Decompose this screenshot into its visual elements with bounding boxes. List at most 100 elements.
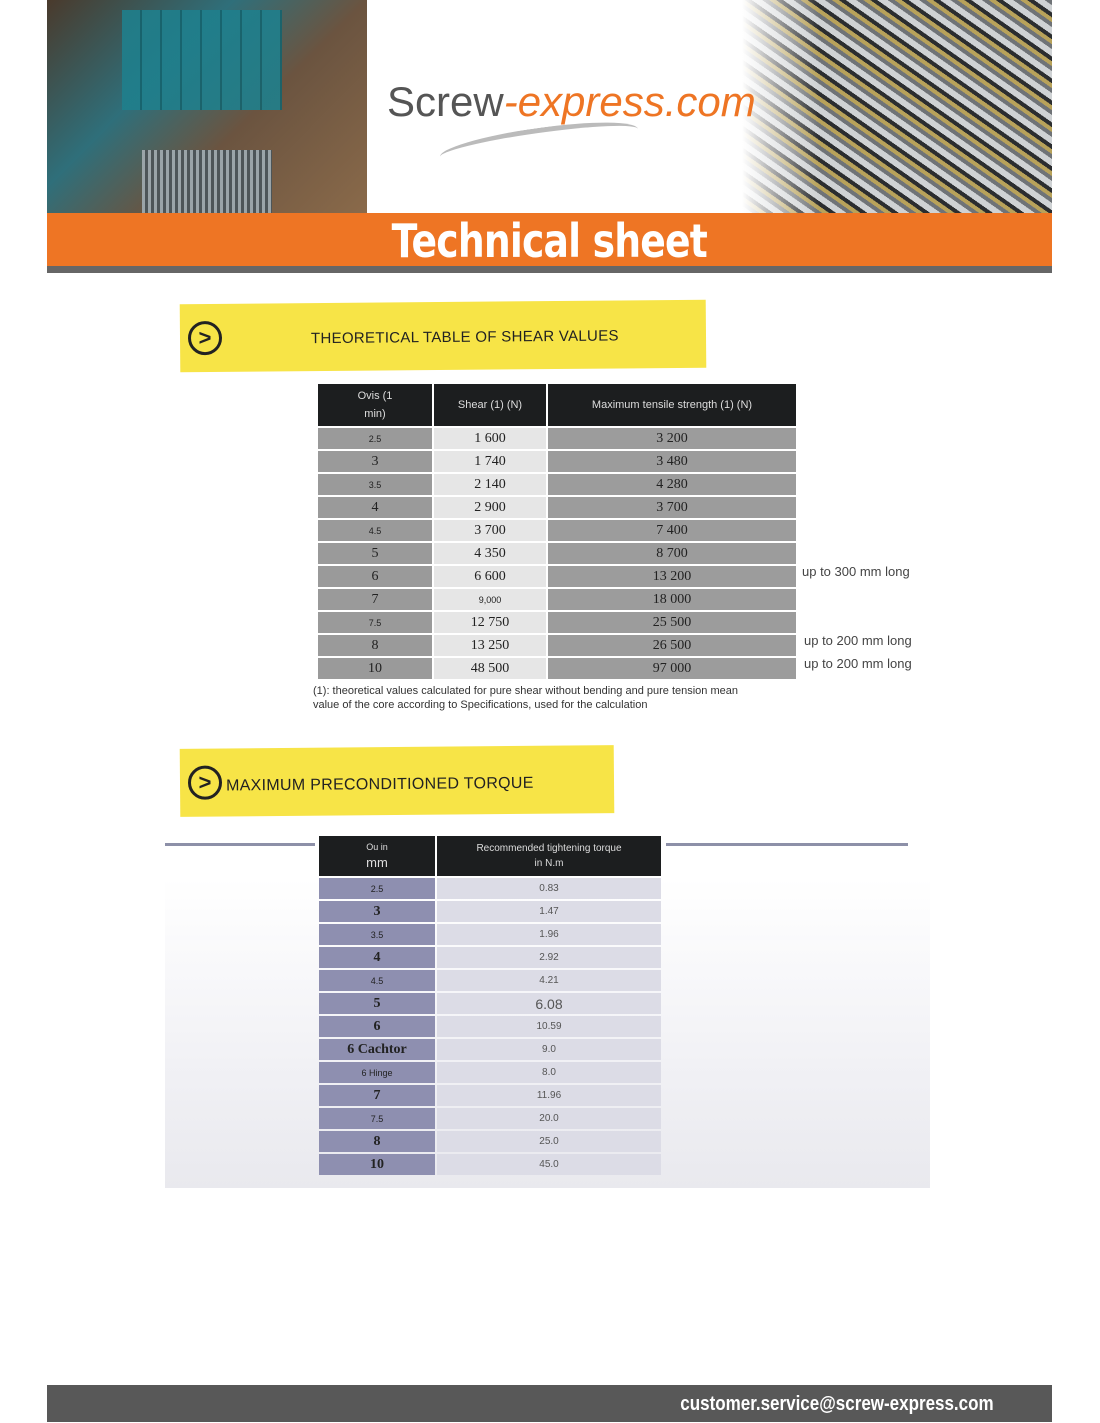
table-cell: 2.92 <box>437 947 661 968</box>
table-row: 4 2.92 <box>319 947 661 968</box>
table-cell: 6.08 <box>437 993 661 1014</box>
section-title: MAXIMUM PRECONDITIONED TORQUE <box>225 774 534 795</box>
table-cell: 3 480 <box>548 451 796 472</box>
table-row: 7.5 20.0 <box>319 1108 661 1129</box>
shear-table: Ovis (1 min) Shear (1) (N) Maximum tensi… <box>316 382 798 681</box>
table-cell: 8 <box>319 1131 435 1152</box>
table-cell: 4 <box>318 497 432 518</box>
table-cell: 4.5 <box>319 970 435 991</box>
table-cell: 6 <box>319 1016 435 1037</box>
table-row: 10 48 500 97 000 <box>318 658 796 679</box>
row-note: up to 200 mm long <box>804 655 912 671</box>
table-row: 3.5 1.96 <box>319 924 661 945</box>
table-cell: 10 <box>318 658 432 679</box>
table-row: 3 1.47 <box>319 901 661 922</box>
table-cell: 11.96 <box>437 1085 661 1106</box>
table-cell: 3 200 <box>548 428 796 449</box>
chevron-right-circle-icon: > <box>187 765 223 800</box>
table-cell: 5 <box>318 543 432 564</box>
table-cell: 10 <box>319 1154 435 1175</box>
table-cell: 48 500 <box>434 658 546 679</box>
table-cell: 7 400 <box>548 520 796 541</box>
table-cell: 25.0 <box>437 1131 661 1152</box>
table-cell: 6 600 <box>434 566 546 587</box>
column-header: Ou in mm <box>319 836 435 876</box>
divider <box>165 843 315 846</box>
table-cell: 3 <box>318 451 432 472</box>
table-cell: 7.5 <box>319 1108 435 1129</box>
table-cell: 2 900 <box>434 497 546 518</box>
table-row: 2.5 1 600 3 200 <box>318 428 796 449</box>
table-cell: 8 <box>318 635 432 656</box>
table-row: 5 6.08 <box>319 993 661 1014</box>
table-cell: 6 <box>318 566 432 587</box>
table-cell: 6 Cachtor <box>319 1039 435 1060</box>
tools-photo <box>47 0 367 213</box>
table-cell: 0.83 <box>437 878 661 899</box>
table-row: 8 13 250 26 500 <box>318 635 796 656</box>
email-link[interactable]: customer.service@screw-express.com <box>680 1393 994 1415</box>
logo[interactable]: Screw-express.com <box>387 78 756 125</box>
table-cell: 2.5 <box>318 428 432 449</box>
table-cell: 18 000 <box>548 589 796 610</box>
table-cell: 20.0 <box>437 1108 661 1129</box>
table-cell: 3 <box>319 901 435 922</box>
table-row: 6 Hinge 8.0 <box>319 1062 661 1083</box>
table-cell: 3.5 <box>318 474 432 495</box>
section-banner-torque: > MAXIMUM PRECONDITIONED TORQUE <box>179 745 615 817</box>
table-row: 3.5 2 140 4 280 <box>318 474 796 495</box>
table-cell: 3.5 <box>319 924 435 945</box>
table-row: 2.5 0.83 <box>319 878 661 899</box>
column-header: Recommended tightening torque in N.m <box>437 836 661 876</box>
column-header: Shear (1) (N) <box>434 384 546 426</box>
table-row: 4.5 3 700 7 400 <box>318 520 796 541</box>
table-cell: 7.5 <box>318 612 432 633</box>
table-cell: 1.47 <box>437 901 661 922</box>
table-row: 10 45.0 <box>319 1154 661 1175</box>
table-cell: 13 200 <box>548 566 796 587</box>
table-cell: 4.5 <box>318 520 432 541</box>
header-banner: Screw-express.com <box>47 0 1052 213</box>
divider <box>666 843 908 846</box>
column-header: Maximum tensile strength (1) (N) <box>548 384 796 426</box>
table-cell: 26 500 <box>548 635 796 656</box>
table-cell: 1 740 <box>434 451 546 472</box>
table-cell: 4 350 <box>434 543 546 564</box>
screws-photo <box>742 0 1052 213</box>
table-cell: 2.5 <box>319 878 435 899</box>
table-cell: 13 250 <box>434 635 546 656</box>
table-cell: 8.0 <box>437 1062 661 1083</box>
page-title: Technical sheet <box>47 213 1052 268</box>
table-cell: 12 750 <box>434 612 546 633</box>
table-cell: 8 700 <box>548 543 796 564</box>
table-cell: 9,000 <box>434 589 546 610</box>
table-cell: 10.59 <box>437 1016 661 1037</box>
table-cell: 1 600 <box>434 428 546 449</box>
table-cell: 7 <box>319 1085 435 1106</box>
table-cell: 1.96 <box>437 924 661 945</box>
table-cell: 2 140 <box>434 474 546 495</box>
section-title: THEORETICAL TABLE OF SHEAR VALUES <box>310 327 619 348</box>
table-cell: 9.0 <box>437 1039 661 1060</box>
torque-table: Ou in mm Recommended tightening torque in … <box>317 834 663 1177</box>
table-cell: 97 000 <box>548 658 796 679</box>
divider <box>47 266 1052 273</box>
table-cell: 45.0 <box>437 1154 661 1175</box>
table-row: 7.5 12 750 25 500 <box>318 612 796 633</box>
table-cell: 5 <box>319 993 435 1014</box>
table-cell: 4 <box>319 947 435 968</box>
table-cell: 3 700 <box>434 520 546 541</box>
table-row: 6 10.59 <box>319 1016 661 1037</box>
row-note: up to 200 mm long <box>804 632 912 648</box>
chevron-right-circle-icon: > <box>187 320 223 356</box>
table-row: 8 25.0 <box>319 1131 661 1152</box>
table-cell: 4.21 <box>437 970 661 991</box>
table-row: 4.5 4.21 <box>319 970 661 991</box>
row-note: up to 300 mm long <box>802 564 910 579</box>
table-cell: 6 Hinge <box>319 1062 435 1083</box>
footer: customer.service@screw-express.com <box>47 1385 1052 1422</box>
